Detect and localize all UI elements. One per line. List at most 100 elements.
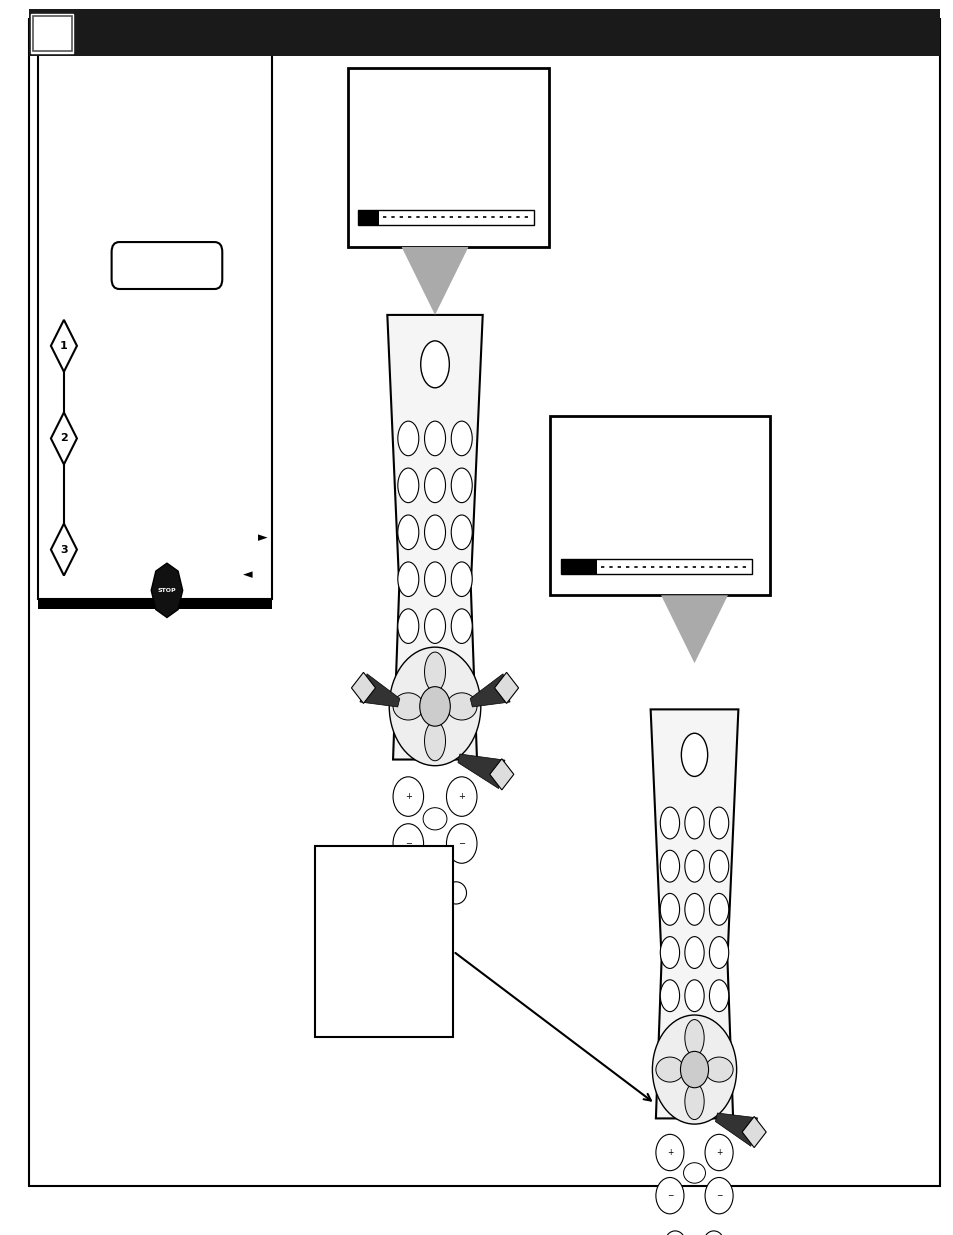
Bar bbox=[357, 210, 378, 225]
Ellipse shape bbox=[397, 468, 418, 503]
Bar bbox=[560, 559, 751, 574]
Polygon shape bbox=[660, 595, 727, 663]
Ellipse shape bbox=[424, 721, 445, 761]
Ellipse shape bbox=[684, 893, 703, 925]
Bar bbox=[560, 559, 597, 574]
Circle shape bbox=[656, 1134, 683, 1171]
Polygon shape bbox=[741, 1116, 765, 1147]
Circle shape bbox=[393, 777, 423, 816]
Circle shape bbox=[704, 1177, 732, 1214]
Polygon shape bbox=[351, 672, 375, 704]
Ellipse shape bbox=[709, 979, 728, 1011]
Bar bbox=[29, 9, 939, 56]
Ellipse shape bbox=[397, 609, 418, 643]
Circle shape bbox=[419, 687, 450, 726]
Polygon shape bbox=[401, 247, 468, 315]
Ellipse shape bbox=[451, 468, 472, 503]
Ellipse shape bbox=[445, 882, 466, 904]
Text: +: + bbox=[715, 1149, 721, 1157]
Text: −: − bbox=[666, 1192, 673, 1200]
Ellipse shape bbox=[424, 652, 445, 692]
Ellipse shape bbox=[684, 936, 703, 968]
Circle shape bbox=[446, 777, 476, 816]
Text: −: − bbox=[404, 839, 412, 848]
Ellipse shape bbox=[397, 421, 418, 456]
Polygon shape bbox=[359, 674, 399, 706]
Polygon shape bbox=[51, 524, 77, 576]
Polygon shape bbox=[51, 412, 77, 464]
Polygon shape bbox=[387, 315, 482, 760]
Text: −: − bbox=[457, 839, 465, 848]
Ellipse shape bbox=[393, 693, 423, 720]
Text: 2: 2 bbox=[60, 433, 68, 443]
Ellipse shape bbox=[451, 515, 472, 550]
Text: +: + bbox=[457, 792, 465, 802]
Circle shape bbox=[446, 824, 476, 863]
Polygon shape bbox=[470, 674, 510, 706]
Ellipse shape bbox=[424, 468, 445, 503]
Ellipse shape bbox=[659, 893, 679, 925]
Ellipse shape bbox=[424, 562, 445, 597]
Ellipse shape bbox=[684, 1020, 703, 1056]
Ellipse shape bbox=[424, 515, 445, 550]
Bar bbox=[550, 416, 769, 595]
Ellipse shape bbox=[709, 808, 728, 839]
Circle shape bbox=[704, 1134, 732, 1171]
Ellipse shape bbox=[451, 421, 472, 456]
Ellipse shape bbox=[656, 1057, 683, 1082]
Ellipse shape bbox=[703, 1231, 722, 1235]
Polygon shape bbox=[715, 1113, 757, 1146]
Bar bbox=[33, 16, 71, 51]
Ellipse shape bbox=[397, 562, 418, 597]
FancyBboxPatch shape bbox=[112, 242, 222, 289]
Polygon shape bbox=[489, 758, 514, 790]
Ellipse shape bbox=[682, 1162, 704, 1183]
Ellipse shape bbox=[403, 882, 424, 904]
Polygon shape bbox=[494, 672, 518, 704]
Polygon shape bbox=[650, 709, 738, 1119]
Ellipse shape bbox=[424, 421, 445, 456]
Text: ◄: ◄ bbox=[243, 568, 253, 580]
Ellipse shape bbox=[684, 850, 703, 882]
Ellipse shape bbox=[684, 979, 703, 1011]
Ellipse shape bbox=[451, 562, 472, 597]
Ellipse shape bbox=[709, 893, 728, 925]
Ellipse shape bbox=[709, 850, 728, 882]
Ellipse shape bbox=[684, 808, 703, 839]
Ellipse shape bbox=[659, 808, 679, 839]
Ellipse shape bbox=[659, 850, 679, 882]
Circle shape bbox=[393, 824, 423, 863]
Polygon shape bbox=[51, 320, 77, 372]
Bar bbox=[38, 599, 272, 609]
Bar bbox=[348, 68, 548, 247]
Text: −: − bbox=[715, 1192, 721, 1200]
Bar bbox=[357, 210, 534, 225]
Ellipse shape bbox=[709, 936, 728, 968]
Text: +: + bbox=[404, 792, 412, 802]
Circle shape bbox=[389, 647, 480, 766]
Polygon shape bbox=[457, 755, 504, 789]
Ellipse shape bbox=[446, 693, 476, 720]
Ellipse shape bbox=[424, 609, 445, 643]
Circle shape bbox=[656, 1177, 683, 1214]
Ellipse shape bbox=[420, 341, 449, 388]
Ellipse shape bbox=[422, 808, 446, 830]
Text: 3: 3 bbox=[60, 545, 68, 555]
Bar bbox=[38, 25, 272, 599]
Ellipse shape bbox=[665, 1231, 684, 1235]
Bar bbox=[314, 846, 453, 1037]
Text: ►: ► bbox=[257, 531, 267, 543]
Ellipse shape bbox=[680, 734, 707, 777]
Polygon shape bbox=[151, 563, 182, 618]
Text: STOP: STOP bbox=[157, 588, 176, 593]
Circle shape bbox=[679, 1051, 708, 1088]
Ellipse shape bbox=[451, 609, 472, 643]
Ellipse shape bbox=[704, 1057, 732, 1082]
Text: +: + bbox=[666, 1149, 673, 1157]
Ellipse shape bbox=[659, 936, 679, 968]
Text: 1: 1 bbox=[60, 341, 68, 351]
Ellipse shape bbox=[659, 979, 679, 1011]
Circle shape bbox=[652, 1015, 736, 1124]
Ellipse shape bbox=[397, 515, 418, 550]
Ellipse shape bbox=[684, 1083, 703, 1120]
